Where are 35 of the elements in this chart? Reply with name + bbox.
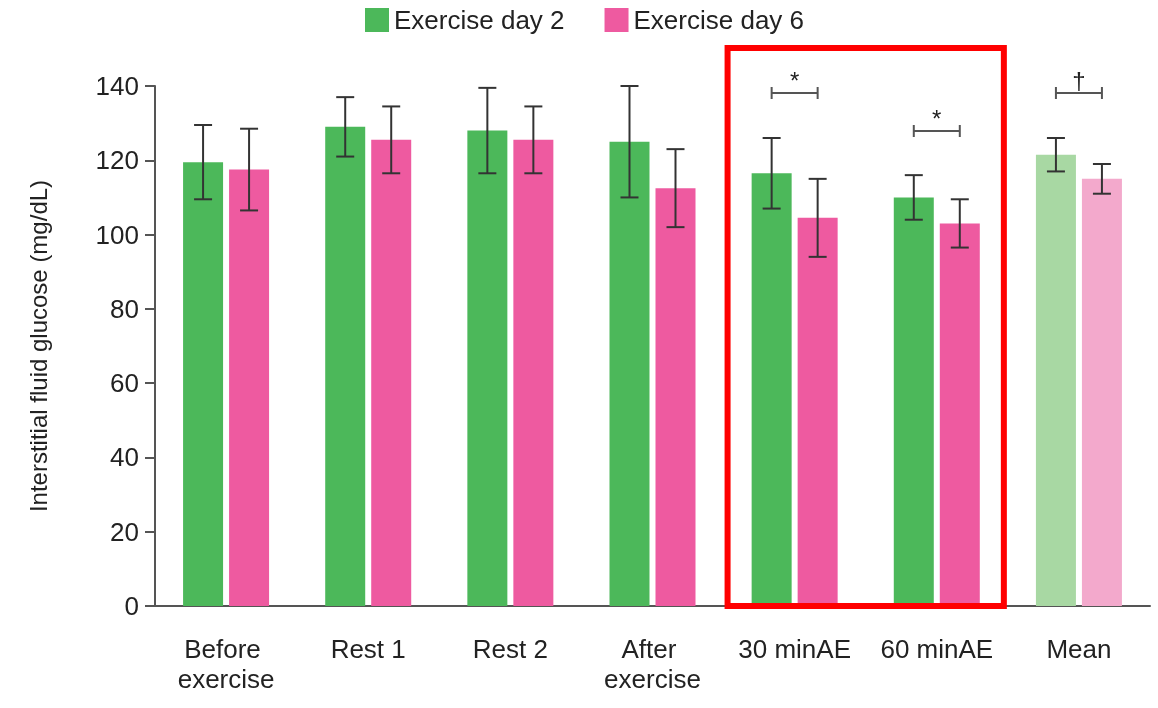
y-tick-label: 40 xyxy=(110,442,139,473)
bar xyxy=(893,197,934,606)
bar xyxy=(1035,154,1076,606)
x-tick-label: 60 minAE xyxy=(880,634,994,664)
y-tick-label: 80 xyxy=(110,293,139,324)
bar xyxy=(751,173,792,606)
bar xyxy=(467,130,508,606)
bar xyxy=(325,126,366,606)
bar xyxy=(513,139,554,606)
y-tick-label: 0 xyxy=(124,591,139,621)
y-tick-label: 20 xyxy=(110,516,139,547)
x-tick-label: Rest 2 xyxy=(472,634,548,664)
y-tick-label: 60 xyxy=(110,368,139,399)
legend-label: Exercise day 2 xyxy=(394,5,565,35)
bar xyxy=(1081,178,1122,606)
y-tick-label: 100 xyxy=(95,219,139,250)
x-tick-label: Rest 1 xyxy=(330,634,406,664)
bar xyxy=(797,217,838,606)
x-tick-label: Before exercise xyxy=(177,634,275,694)
annotation: * xyxy=(789,67,800,94)
legend-label: Exercise day 6 xyxy=(633,5,805,35)
annotation: † xyxy=(1072,67,1086,94)
y-axis-title: Interstitial fluid glucose (mg/dL) xyxy=(24,179,52,513)
bar xyxy=(939,223,980,606)
bar xyxy=(655,188,696,606)
x-tick-label: After exercise xyxy=(604,634,701,694)
y-tick-label: 140 xyxy=(95,71,139,101)
bar xyxy=(371,139,412,606)
bar xyxy=(229,169,270,606)
bar xyxy=(609,141,650,606)
x-tick-label: Mean xyxy=(1046,634,1112,664)
bar xyxy=(183,162,224,606)
annotation: * xyxy=(932,105,942,132)
x-tick-label: 30 minAE xyxy=(738,634,852,664)
y-tick-label: 120 xyxy=(95,145,139,176)
